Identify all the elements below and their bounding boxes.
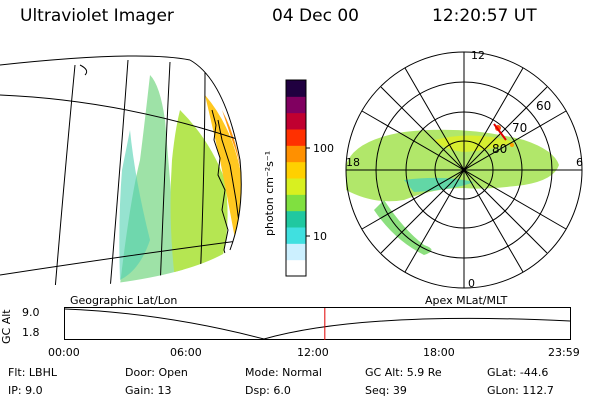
polar-plot: 12 18 6 0 60 70 80 [345,49,583,290]
apex-panel-label: Apex MLat/MLT [425,294,508,307]
colorbar-swatch [286,227,306,244]
lat-label-60: 60 [536,99,551,113]
time-tick-1200: 12:00 [297,346,329,359]
colorbar-tick-100: 100 [313,142,334,155]
colorbar-swatch [286,178,306,195]
ip-info: IP: 9.0 [8,384,43,397]
altitude-tick-max: 9.0 [22,306,40,319]
sequence-info: Seq: 39 [365,384,407,397]
altitude-axis-label: GC Alt [0,309,13,344]
mode-info: Mode: Normal [245,366,322,379]
mlt-label-0: 0 [468,277,475,290]
glat-info: GLat: -44.6 [487,366,549,379]
gain-info: Gain: 13 [125,384,172,397]
lat-label-70: 70 [512,121,527,135]
colorbar-swatch [286,161,306,179]
colorbar-swatch [286,210,306,228]
colorbar-swatch [286,129,306,146]
altitude-plot [64,307,571,340]
colorbar-swatch [286,145,306,163]
time-tick-2359: 23:59 [548,346,580,359]
mlt-label-6: 6 [576,156,583,169]
time-tick-1800: 18:00 [423,346,455,359]
time-tick-0600: 06:00 [170,346,202,359]
colorbar-swatch [286,112,306,130]
dsp-info: Dsp: 6.0 [245,384,291,397]
colorbar-swatch [286,259,306,277]
filter-info: Flt: LBHL [8,366,57,379]
door-info: Door: Open [125,366,188,379]
colorbar-swatch [286,243,306,261]
geographic-panel-label: Geographic Lat/Lon [70,294,178,307]
colorbar-unit-label: photon cm⁻²s⁻¹ [263,150,276,236]
instrument-title: Ultraviolet Imager [20,6,174,26]
colorbar-swatch [286,96,306,114]
lat-label-80: 80 [492,142,507,156]
time-tick-0000: 00:00 [48,346,80,359]
altitude-tick-min: 1.8 [22,326,40,339]
colorbar-tick-10: 10 [313,230,327,243]
glon-info: GLon: 112.7 [487,384,554,397]
color-scale [285,79,310,277]
colorbar-swatch [286,194,306,212]
observation-time: 12:20:57 UT [432,6,537,26]
geographic-image [0,55,242,285]
observation-date: 04 Dec 00 [272,6,359,26]
mlt-label-12: 12 [471,49,485,62]
gc-altitude-info: GC Alt: 5.9 Re [365,366,442,379]
mlt-label-18: 18 [346,156,360,169]
colorbar-swatch [286,80,306,97]
